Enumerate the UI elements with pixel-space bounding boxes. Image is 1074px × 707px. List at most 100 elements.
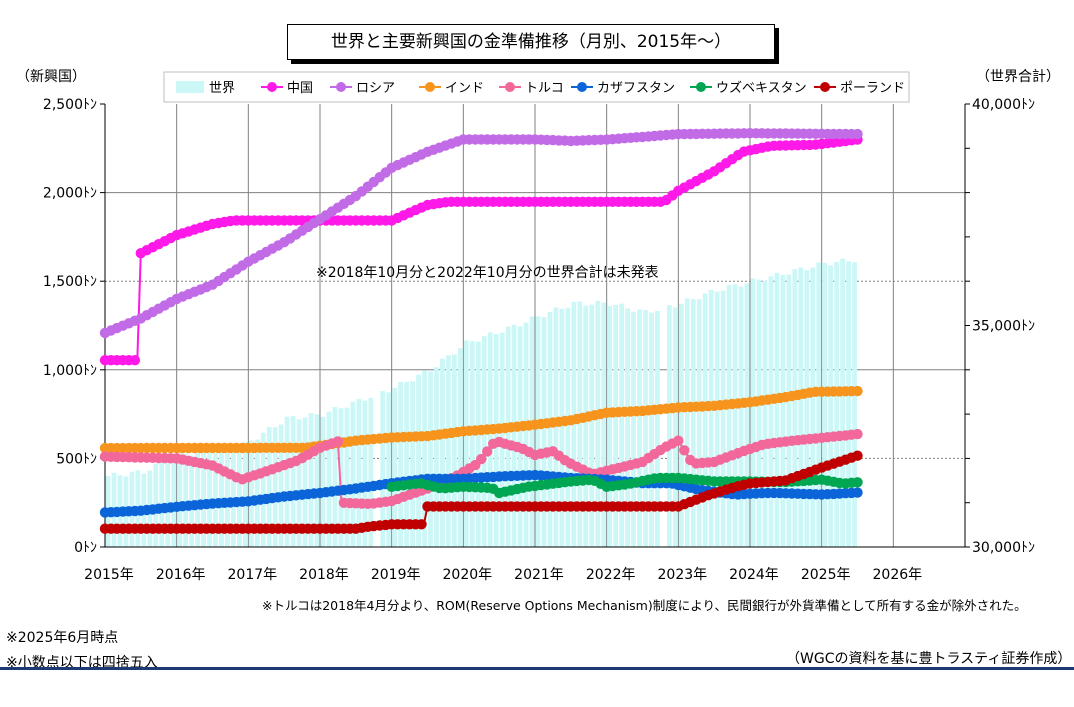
world-bar bbox=[822, 262, 828, 547]
world-bar bbox=[452, 354, 457, 547]
world-bar bbox=[553, 307, 559, 547]
series-line bbox=[105, 138, 858, 362]
world-bar bbox=[720, 290, 726, 547]
world-bar bbox=[350, 401, 356, 547]
y-tick-label-left: 2,000ﾄﾝ bbox=[43, 186, 97, 202]
world-bar bbox=[362, 400, 368, 547]
world-bar bbox=[744, 283, 750, 547]
world-bar bbox=[678, 303, 684, 547]
world-bar bbox=[625, 308, 630, 547]
world-bar bbox=[248, 440, 254, 547]
world-bar bbox=[183, 453, 189, 547]
world-bar bbox=[440, 358, 445, 547]
world-bar bbox=[726, 285, 732, 547]
world-bar bbox=[314, 414, 320, 547]
data-point bbox=[852, 128, 863, 140]
x-tick-label: 2019年 bbox=[371, 567, 421, 583]
world-bar bbox=[583, 305, 589, 547]
world-bar bbox=[219, 448, 224, 547]
world-bar bbox=[816, 262, 822, 547]
legend-label: 中国 bbox=[287, 81, 313, 96]
data-point bbox=[852, 487, 863, 498]
world-bar bbox=[840, 258, 845, 547]
world-bar bbox=[637, 309, 642, 547]
world-bar bbox=[613, 304, 619, 547]
world-bar bbox=[643, 310, 648, 547]
y-tick-label-right: 35,000ﾄﾝ bbox=[972, 319, 1035, 335]
world-bar bbox=[404, 382, 409, 547]
plot-frame bbox=[100, 103, 970, 548]
y-tick-label-right: 40,000ﾄﾝ bbox=[972, 97, 1035, 113]
world-bar bbox=[386, 392, 392, 547]
legend-label: ウズベキスタン bbox=[716, 80, 807, 96]
world-bar bbox=[523, 322, 529, 547]
world-bar bbox=[786, 274, 792, 547]
world-bar bbox=[260, 432, 266, 547]
world-bar bbox=[457, 348, 463, 547]
legend-label: トルコ bbox=[525, 81, 564, 96]
world-bar bbox=[272, 427, 278, 547]
world-bar bbox=[756, 279, 762, 547]
world-bar bbox=[225, 448, 230, 547]
world-bar bbox=[266, 427, 272, 547]
x-tick-label: 2025年 bbox=[801, 567, 851, 583]
world-bar bbox=[601, 302, 607, 547]
chart-title: 世界と主要新興国の金準備推移（月別、2015年～） bbox=[287, 24, 775, 60]
legend-swatch-world bbox=[176, 81, 204, 93]
world-bar bbox=[332, 407, 338, 547]
x-tick-label: 2024年 bbox=[729, 567, 779, 583]
world-bar bbox=[511, 324, 517, 547]
world-bar bbox=[607, 305, 613, 547]
tick-labels: 0ﾄﾝ 500ﾄﾝ 1,000ﾄﾝ 1,500ﾄﾝ 2,000ﾄﾝ 2,500ﾄﾝ 30,0… bbox=[43, 97, 1035, 583]
world-bar bbox=[201, 449, 206, 547]
world-bar bbox=[505, 326, 511, 547]
legend-marker bbox=[820, 82, 830, 92]
legend-label: ポーランド bbox=[840, 81, 905, 96]
y-tick-label-left: 500ﾄﾝ bbox=[56, 451, 97, 467]
world-bar bbox=[690, 299, 696, 547]
source-note: （WGCの資料を基に豊トラスティ証券作成） bbox=[786, 651, 1072, 667]
world-bar bbox=[177, 451, 183, 547]
world-bar bbox=[762, 280, 768, 547]
world-bar bbox=[547, 311, 553, 547]
world-bar bbox=[810, 267, 816, 547]
legend-marker bbox=[577, 82, 587, 92]
world-bar bbox=[517, 326, 523, 547]
x-tick-label: 2026年 bbox=[873, 567, 923, 583]
legend-label: カザフスタン bbox=[597, 81, 675, 96]
legend-label: インド bbox=[445, 81, 484, 96]
series-トルコ bbox=[99, 428, 863, 509]
world-bars bbox=[105, 258, 857, 547]
world-bar bbox=[302, 417, 308, 547]
world-bar bbox=[541, 317, 547, 547]
x-tick-label: 2016年 bbox=[156, 567, 206, 583]
world-bar bbox=[344, 407, 350, 547]
world-bar bbox=[195, 451, 200, 547]
data-point bbox=[852, 385, 863, 397]
world-bar bbox=[589, 304, 595, 547]
world-bar bbox=[416, 374, 421, 547]
world-bar bbox=[655, 310, 660, 547]
world-bar bbox=[446, 355, 451, 547]
y-tick-label-left: 2,500ﾄﾝ bbox=[43, 97, 97, 113]
series-line bbox=[104, 132, 858, 334]
left-axis-unit: （新興国） bbox=[16, 69, 86, 85]
as-of-note: ※2025年6月時点 bbox=[6, 630, 119, 646]
legend-marker bbox=[267, 82, 277, 92]
world-bar bbox=[774, 272, 780, 547]
data-point bbox=[852, 428, 863, 440]
world-bar bbox=[475, 341, 481, 547]
data-point bbox=[476, 453, 487, 465]
data-point bbox=[673, 435, 684, 446]
legend-marker bbox=[425, 82, 435, 92]
world-bar bbox=[667, 305, 672, 547]
x-tick-label: 2023年 bbox=[658, 567, 708, 583]
world-bar bbox=[714, 291, 720, 547]
series-ポーランド bbox=[99, 450, 863, 534]
turkey-note: ※トルコは2018年4月分より、ROM(Reserve Options Mech… bbox=[262, 598, 1027, 613]
y-tick-label-left: 0ﾄﾝ bbox=[74, 540, 97, 556]
world-bar bbox=[846, 261, 851, 547]
y-tick-label-right: 30,000ﾄﾝ bbox=[972, 540, 1035, 556]
world-bar bbox=[529, 316, 535, 547]
world-bar bbox=[631, 311, 636, 547]
